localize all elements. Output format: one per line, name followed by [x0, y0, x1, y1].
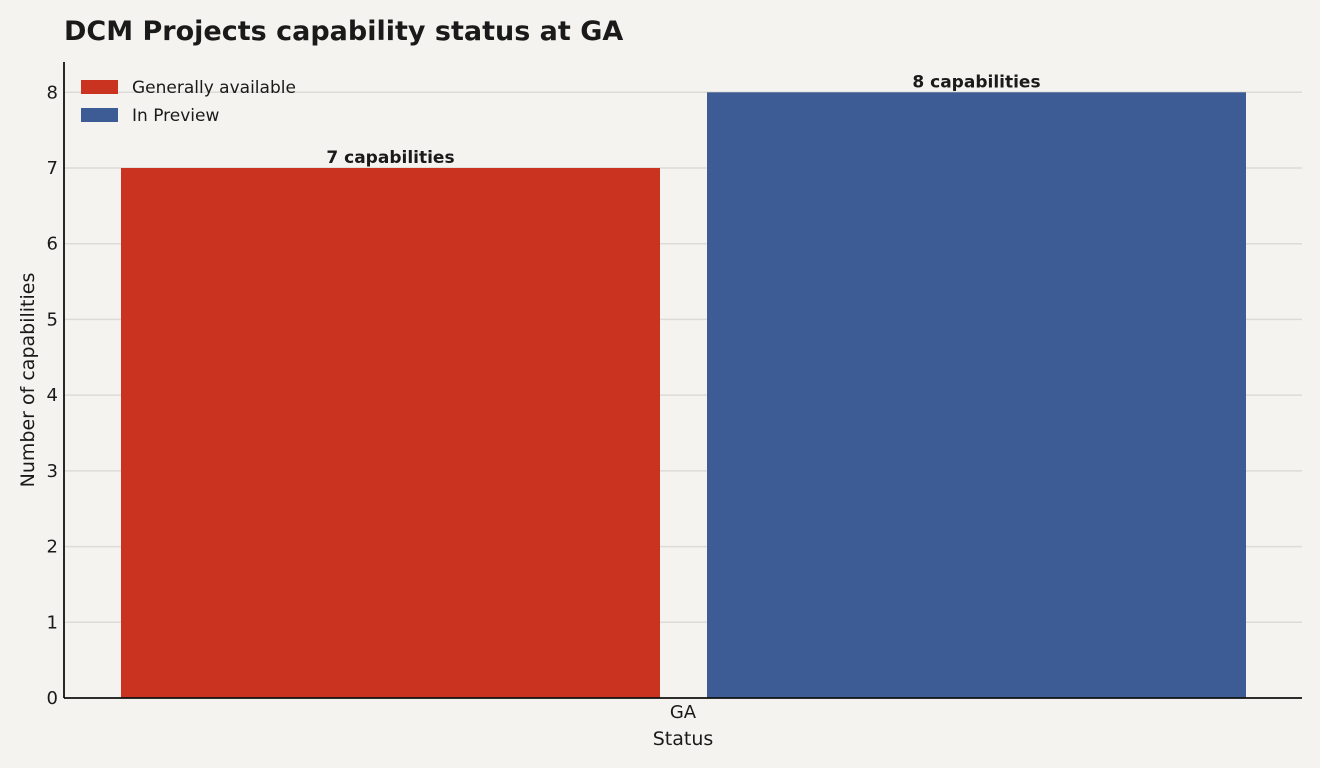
y-tick-label: 6 [47, 234, 58, 255]
y-tick-label: 5 [47, 309, 58, 330]
data-labels: 7 capabilities 8 capabilities [326, 72, 1040, 168]
bar-generally-available [121, 168, 660, 698]
y-tick-label: 2 [47, 537, 58, 558]
legend-swatch-in-preview [81, 108, 118, 122]
bar-value-label: 8 capabilities [912, 72, 1040, 92]
bar-in-preview [707, 92, 1246, 699]
x-axis-label: Status [653, 728, 714, 750]
chart-title: DCM Projects capability status at GA [64, 16, 623, 47]
y-tick-label: 0 [47, 688, 58, 709]
legend-swatch-generally-available [81, 80, 118, 94]
y-tick-label: 3 [47, 461, 58, 482]
bar-value-label: 7 capabilities [326, 148, 454, 168]
legend-label-generally-available: Generally available [132, 78, 296, 98]
y-tick-label: 7 [47, 158, 58, 179]
y-axis-label: Number of capabilities [17, 273, 39, 488]
legend: Generally available In Preview [81, 78, 296, 126]
y-tick-label: 1 [47, 612, 58, 633]
bars [121, 92, 1246, 699]
y-tick-labels: 0 1 2 3 4 5 6 7 8 [47, 82, 58, 709]
y-tick-label: 8 [47, 82, 58, 103]
legend-label-in-preview: In Preview [132, 106, 219, 126]
x-tick-label: GA [670, 702, 697, 723]
y-tick-label: 4 [47, 385, 58, 406]
